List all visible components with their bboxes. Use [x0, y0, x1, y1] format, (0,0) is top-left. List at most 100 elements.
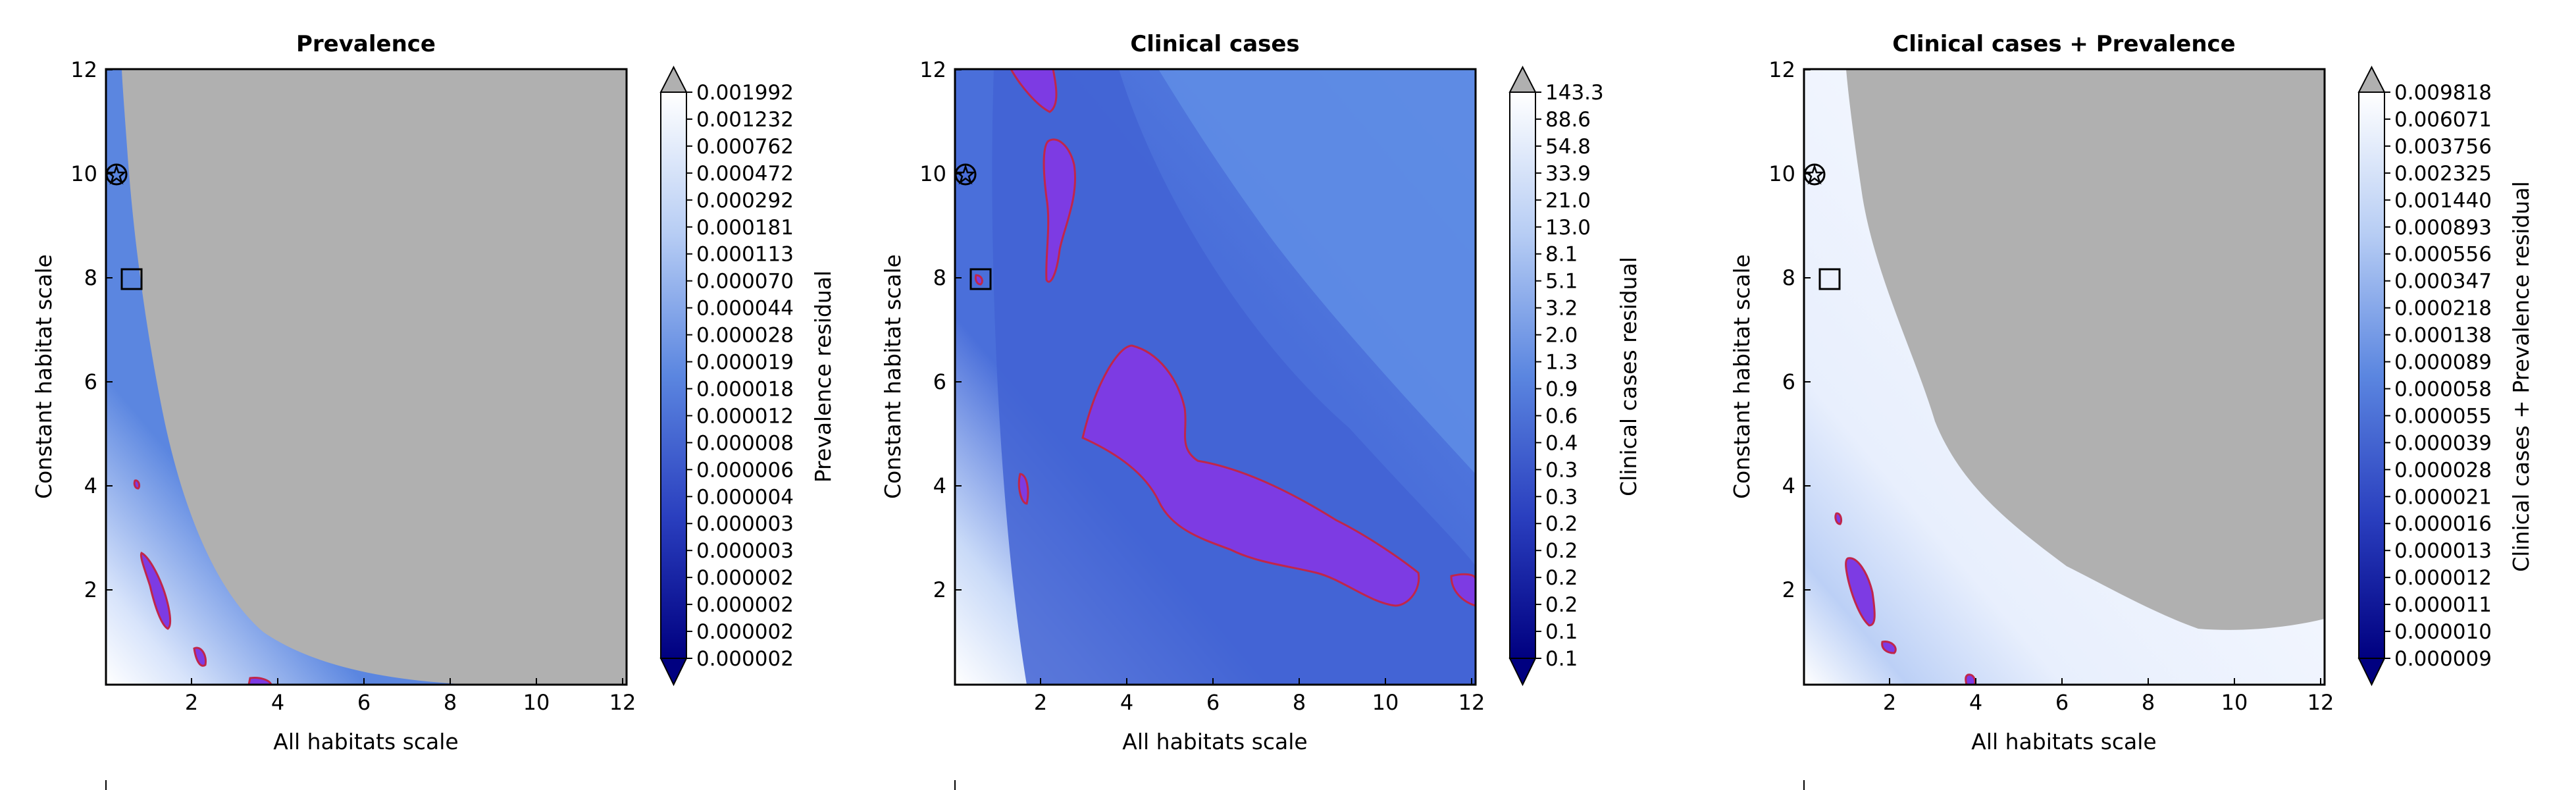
x-tick-label: 6	[357, 690, 371, 715]
colorbar-tick-label: 143.3	[1545, 81, 1604, 105]
colorbar-label: Prevalence residual	[810, 271, 836, 483]
panel-clinical-cases-prevalence: Clinical cases + Prevalence 2 4 6	[1729, 31, 2534, 790]
x-tick-label: 4	[1120, 690, 1133, 715]
y-tick-label: 12	[919, 57, 946, 82]
colorbar-tick-label: 33.9	[1545, 162, 1591, 186]
square-marker	[1818, 268, 1841, 290]
x-tick-label: 2	[185, 690, 198, 715]
plot-frame	[105, 68, 628, 686]
y-tick-label: 6	[84, 369, 97, 394]
x-axis-label: All habitats scale	[273, 729, 458, 754]
plot-frame	[954, 68, 1477, 686]
colorbar-ticks: 0.009818 0.006071 0.003756 0.002325 0.001440…	[2384, 81, 2492, 671]
contour-region	[1845, 557, 1876, 627]
contour-region	[133, 479, 141, 490]
colorbar-tick-label: 0.000003	[696, 512, 794, 536]
y-tick-label: 2	[933, 577, 946, 602]
colorbar-tick-label: 0.000113	[696, 243, 794, 267]
colorbar: 143.3 88.6 54.8 33.9 21.0 13.0 8.1 5.1 3.2 2.0 1.3…	[1508, 65, 1641, 687]
y-ticks	[955, 69, 962, 591]
colorbar-tick-label: 0.000012	[696, 404, 794, 428]
colorbar-tick-label: 0.000002	[696, 566, 794, 590]
x-tick-label: 10	[2221, 690, 2248, 715]
y-ticks	[1804, 69, 1811, 591]
colorbar-tick-label: 0.006071	[2394, 108, 2492, 132]
x-ticks	[1040, 678, 1472, 685]
colorbar-tick-label: 0.001992	[696, 81, 794, 105]
x-tick-label: 4	[271, 690, 284, 715]
colorbar-tick-label: 0.4	[1545, 431, 1578, 455]
x-axis-label: All habitats scale	[1122, 729, 1307, 754]
colorbar-extend-top	[1508, 65, 1537, 93]
colorbar-tick-label: 0.9	[1545, 377, 1578, 401]
x-ticks	[191, 678, 623, 685]
colorbar-tick-label: 0.000039	[2394, 431, 2492, 455]
y-axis-label: Constant habitat scale	[31, 254, 57, 499]
colorbar-tick-label: 0.2	[1545, 539, 1578, 563]
x-tick-label: 2	[1034, 690, 1047, 715]
x-tick-label: 6	[1206, 690, 1220, 715]
band-light	[1158, 69, 1476, 474]
colorbar-tick-label: 0.000016	[2394, 512, 2492, 536]
x-axis: 2 4 6 8 10 12 All habitats scale	[185, 678, 636, 754]
colorbar-ticks: 143.3 88.6 54.8 33.9 21.0 13.0 8.1 5.1 3.2 2.0 1.3…	[1535, 81, 1604, 671]
y-tick-label: 4	[84, 473, 97, 498]
colorbar-tick-label: 5.1	[1545, 270, 1578, 294]
square-marker	[120, 268, 143, 290]
y-tick-label: 2	[1782, 577, 1795, 602]
x-tick-label: 12	[609, 690, 636, 715]
colorbar-tick-label: 0.001232	[696, 108, 794, 132]
colorbar-tick-label: 0.000556	[2394, 243, 2492, 267]
y-axis: 2 4 6 8 10 12 Constant habitat scale	[880, 57, 962, 602]
colorbar-tick-label: 0.001440	[2394, 189, 2492, 213]
colorbar-tick-label: 3.2	[1545, 297, 1578, 321]
plot-area	[105, 68, 628, 686]
colorbar-tick-label: 0.000292	[696, 189, 794, 213]
x-tick-label: 8	[1293, 690, 1306, 715]
x-ticks	[1889, 678, 2321, 685]
colorbar-tick-label: 0.000002	[696, 593, 794, 617]
x-tick-label: 8	[444, 690, 457, 715]
colorbar-tick-label: 0.009818	[2394, 81, 2492, 105]
colorbar-tick-label: 0.000011	[2394, 593, 2492, 617]
colorbar-tick-label: 0.000472	[696, 162, 794, 186]
colorbar-tick-label: 0.000008	[696, 431, 794, 455]
x-tick-label: 12	[1458, 690, 1485, 715]
contour-regions	[974, 68, 1477, 608]
panel-clinical-cases: Clinical cases 2	[880, 31, 1641, 790]
colorbar-tick-label: 0.000013	[2394, 539, 2492, 563]
colorbar-tick-label: 0.000058	[2394, 377, 2492, 401]
contour-region	[1009, 68, 1058, 113]
panel-prevalence: Prevalence 2 4 6 8 10	[31, 31, 836, 790]
colorbar-tick-label: 13.0	[1545, 216, 1591, 240]
x-tick-label: 12	[2307, 690, 2334, 715]
colorbar-tick-label: 0.000019	[696, 351, 794, 375]
colorbar-fill	[2358, 92, 2385, 659]
y-axis-label: Constant habitat scale	[1729, 254, 1755, 499]
colorbar-tick-label: 0.000028	[696, 324, 794, 348]
contour-region	[1018, 473, 1029, 505]
y-tick-label: 12	[70, 57, 97, 82]
masked-region	[122, 69, 627, 685]
panel-title: Clinical cases + Prevalence	[1892, 31, 2236, 57]
colorbar-tick-label: 0.000002	[696, 620, 794, 644]
colorbar-tick-label: 54.8	[1545, 135, 1591, 159]
colorbar-tick-label: 0.000004	[696, 485, 794, 509]
panel-title: Prevalence	[296, 31, 436, 57]
y-axis: 2 4 6 8 10 12 Constant habitat scale	[1729, 57, 1811, 602]
colorbar-tick-label: 0.3	[1545, 458, 1578, 482]
colorbar-tick-label: 0.000003	[696, 539, 794, 563]
colorbar-extend-top	[659, 65, 688, 93]
y-tick-label: 10	[919, 161, 946, 186]
plot-area	[954, 68, 1477, 686]
contour-region	[974, 274, 983, 286]
contour-region	[140, 552, 172, 630]
panel-title: Clinical cases	[1130, 31, 1299, 57]
colorbar-tick-label: 0.2	[1545, 593, 1578, 617]
colorbar-tick-label: 0.000006	[696, 458, 794, 482]
x-tick-label: 2	[1883, 690, 1896, 715]
colorbar-tick-label: 2.0	[1545, 324, 1578, 348]
colorbar-tick-label: 0.000002	[696, 647, 794, 671]
colorbar-tick-label: 21.0	[1545, 189, 1591, 213]
